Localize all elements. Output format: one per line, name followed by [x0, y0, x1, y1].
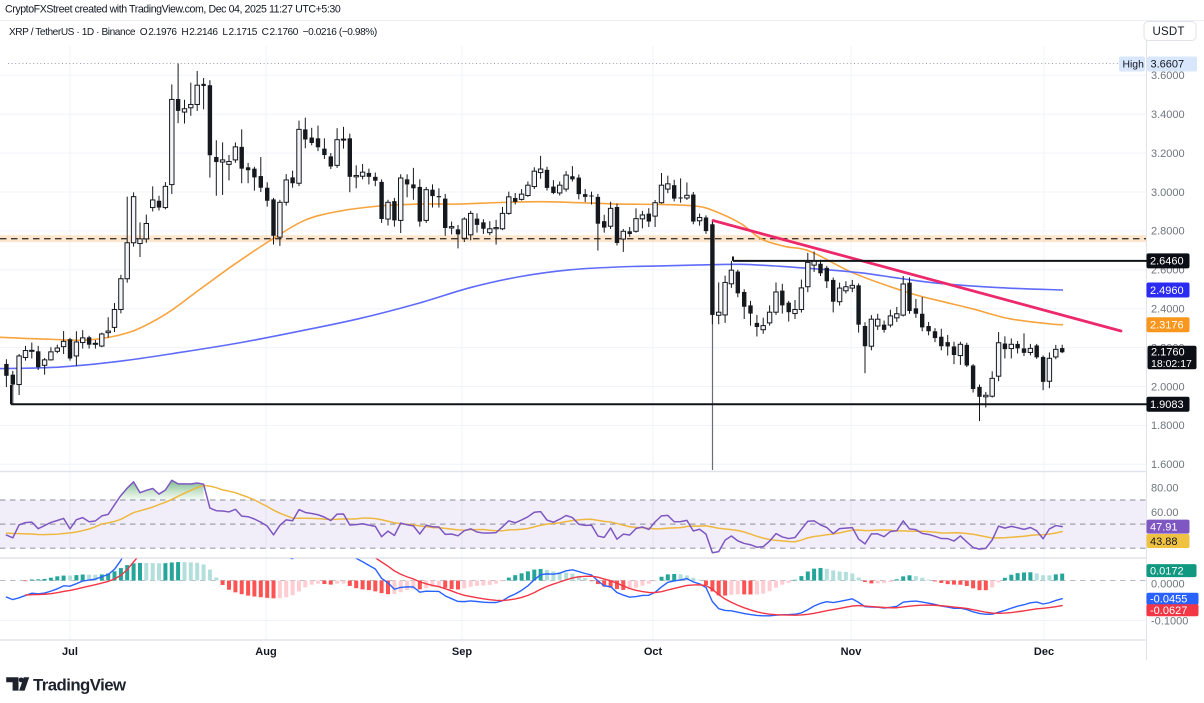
svg-text:3.6607: 3.6607: [1151, 58, 1185, 70]
svg-text:CryptoFXStreet created with Tr: CryptoFXStreet created with TradingView.…: [5, 4, 341, 16]
svg-text:High: High: [1123, 59, 1145, 70]
svg-text:0.0000: 0.0000: [1151, 578, 1185, 590]
svg-text:1.9083: 1.9083: [1150, 399, 1184, 411]
svg-text:Dec: Dec: [1034, 646, 1054, 658]
svg-text:Sep: Sep: [452, 646, 472, 658]
svg-text:TradingView: TradingView: [33, 676, 127, 695]
svg-text:60.00: 60.00: [1151, 507, 1179, 519]
svg-text:2.4000: 2.4000: [1151, 304, 1185, 316]
svg-text:USDT: USDT: [1153, 26, 1185, 38]
svg-text:2.6460: 2.6460: [1150, 256, 1184, 268]
svg-text:3.0000: 3.0000: [1151, 187, 1185, 199]
svg-text:Oct: Oct: [644, 646, 663, 658]
svg-text:47.91: 47.91: [1150, 521, 1178, 533]
svg-text:2.8000: 2.8000: [1151, 226, 1185, 238]
svg-text:43.88: 43.88: [1150, 536, 1178, 548]
svg-text:2.4960: 2.4960: [1150, 285, 1184, 297]
svg-text:80.00: 80.00: [1151, 483, 1179, 495]
svg-text:Jul: Jul: [62, 646, 78, 658]
svg-text:1.6000: 1.6000: [1151, 459, 1185, 471]
svg-text:-0.1000: -0.1000: [1151, 615, 1188, 627]
svg-text:XRP / TetherUS · 1D · Binance: XRP / TetherUS · 1D · Binance O2.1976 H2…: [9, 27, 377, 38]
svg-text:3.4000: 3.4000: [1151, 109, 1185, 121]
svg-text:2.1760: 2.1760: [1151, 347, 1185, 359]
svg-text:-0.0455: -0.0455: [1150, 594, 1187, 606]
svg-text:2.0000: 2.0000: [1151, 381, 1185, 393]
svg-text:Aug: Aug: [255, 646, 276, 658]
svg-text:18:02:17: 18:02:17: [1151, 358, 1192, 370]
svg-text:0.0172: 0.0172: [1150, 565, 1184, 577]
svg-text:3.6000: 3.6000: [1151, 70, 1185, 82]
svg-text:1.8000: 1.8000: [1151, 420, 1185, 432]
svg-text:-0.0627: -0.0627: [1150, 605, 1187, 617]
svg-text:2.3176: 2.3176: [1150, 320, 1184, 332]
svg-text:Nov: Nov: [841, 646, 863, 658]
svg-text:3.2000: 3.2000: [1151, 148, 1185, 160]
